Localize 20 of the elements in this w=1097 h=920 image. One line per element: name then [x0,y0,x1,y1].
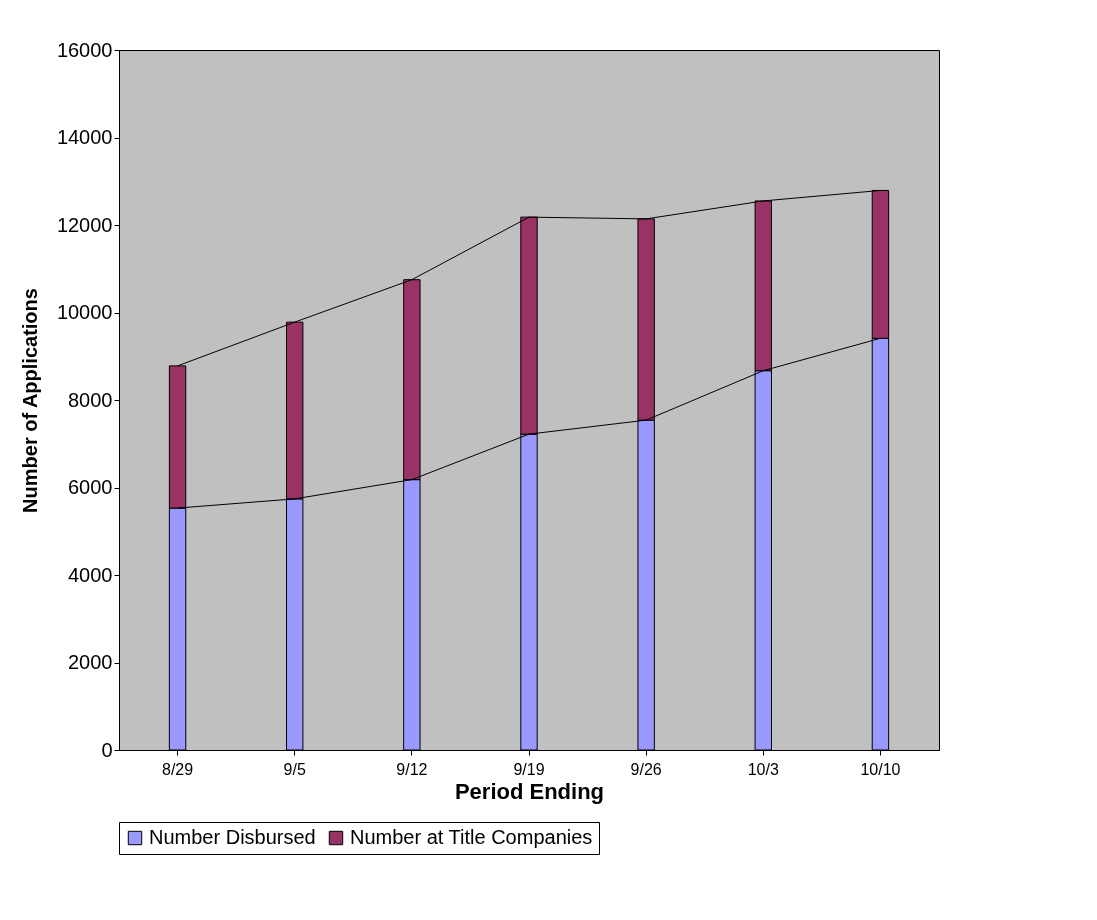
y-tick-label: 4000 [68,563,113,586]
x-tick-label: 9/26 [630,760,662,778]
x-tick-label: 9/12 [396,760,428,778]
x-axis-title: Period Ending [454,778,605,804]
y-tick-label: 8000 [68,388,113,411]
legend-label: Number at Title Companies [350,826,593,848]
y-axis-title: Number of Applications [18,288,41,513]
x-tick-label: 10/3 [747,760,779,778]
legend-label: Number Disbursed [149,826,316,848]
y-tick-label: 2000 [68,651,113,673]
y-tick-label: 6000 [68,476,113,498]
x-tick-label: 10/10 [860,760,901,778]
y-tick-label: 12000 [56,213,113,236]
y-tick-label: 14000 [56,126,113,148]
y-tick-label: 0 [101,738,113,761]
x-tick-label: 9/19 [513,760,545,778]
x-tick-label: 8/29 [162,760,194,778]
x-tick-label: 9/5 [283,760,306,778]
y-tick-label: 16000 [56,38,113,61]
y-tick-label: 10000 [56,301,113,323]
